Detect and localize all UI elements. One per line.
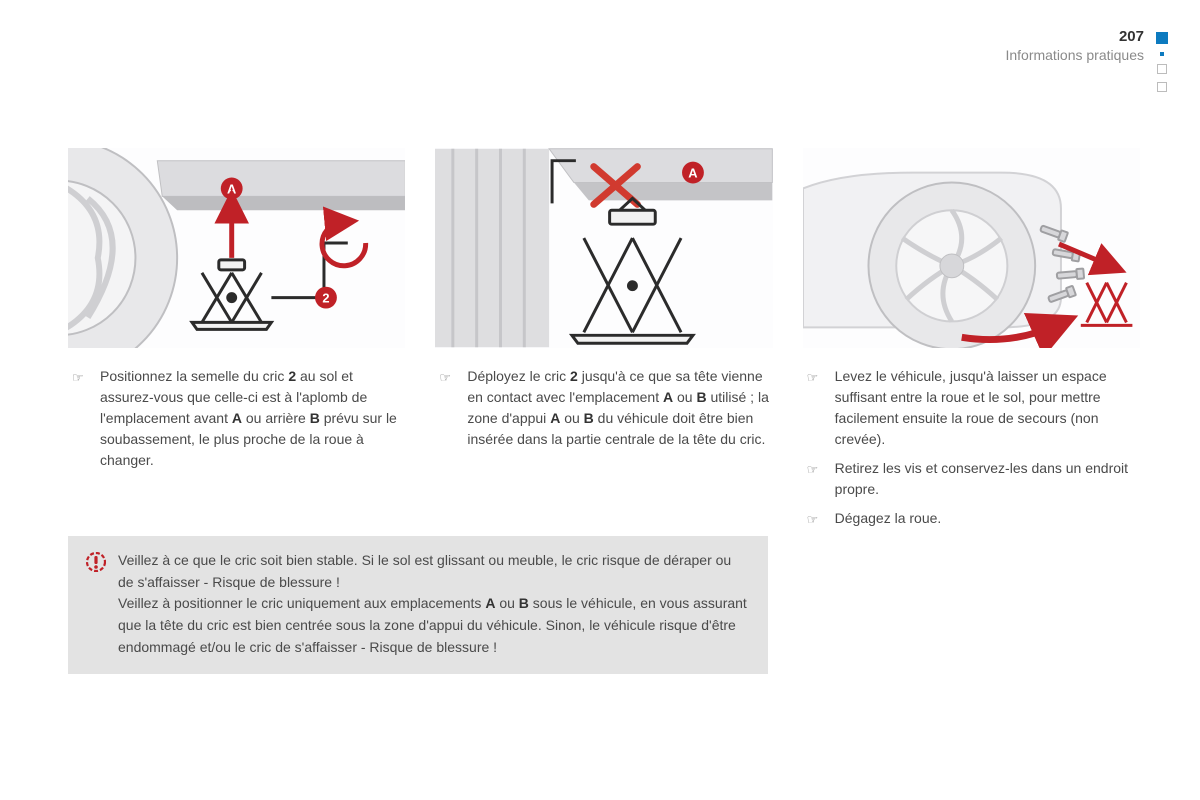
bullet-item: ☞ Retirez les vis et conservez-les dans … (807, 458, 1140, 500)
bullet-text: Retirez les vis et conservez-les dans un… (835, 458, 1140, 500)
warning-icon (86, 552, 106, 572)
illustration-wheel-removal (803, 148, 1140, 348)
bullet-text: Dégagez la roue. (835, 508, 942, 530)
column-1: A (68, 148, 405, 538)
section-marker-dot (1160, 52, 1164, 56)
warning-text: Veillez à ce que le cric soit bien stabl… (118, 550, 750, 658)
section-marker-outline (1157, 64, 1167, 74)
warning-box: Veillez à ce que le cric soit bien stabl… (68, 536, 768, 674)
bullet-item: ☞ Dégagez la roue. (807, 508, 1140, 530)
svg-text:A: A (689, 166, 698, 181)
marker-2-label: 2 (322, 291, 329, 306)
bullet-item: ☞ Positionnez la semelle du cric 2 au so… (72, 366, 405, 471)
bullets-col-2: ☞ Déployez le cric 2 jusqu'à ce que sa t… (435, 366, 772, 458)
section-marker-active (1156, 32, 1168, 44)
page-number: 207 (1005, 28, 1144, 45)
bullets-col-3: ☞ Levez le véhicule, jusqu'à laisser un … (803, 366, 1140, 538)
illustration-jack-contact: A (435, 148, 772, 348)
bullets-col-1: ☞ Positionnez la semelle du cric 2 au so… (68, 366, 405, 479)
pointer-icon: ☞ (439, 366, 453, 450)
bullet-item: ☞ Déployez le cric 2 jusqu'à ce que sa t… (439, 366, 772, 450)
pointer-icon: ☞ (807, 366, 821, 450)
page-header: 207 Informations pratiques (1005, 28, 1144, 63)
pointer-icon: ☞ (807, 508, 821, 530)
column-2: A (435, 148, 772, 538)
marker-a-label: A (227, 181, 236, 196)
bullet-text: Levez le véhicule, jusqu'à laisser un es… (835, 366, 1140, 450)
pointer-icon: ☞ (72, 366, 86, 471)
section-title: Informations pratiques (1005, 47, 1144, 63)
illustration-jack-position: A (68, 148, 405, 348)
bullet-text: Positionnez la semelle du cric 2 au sol … (100, 366, 405, 471)
side-markers (1156, 32, 1168, 92)
pointer-icon: ☞ (807, 458, 821, 500)
section-marker-outline (1157, 82, 1167, 92)
bullet-item: ☞ Levez le véhicule, jusqu'à laisser un … (807, 366, 1140, 450)
bullet-text: Déployez le cric 2 jusqu'à ce que sa têt… (467, 366, 772, 450)
content-columns: A (68, 148, 1140, 538)
column-3: ☞ Levez le véhicule, jusqu'à laisser un … (803, 148, 1140, 538)
